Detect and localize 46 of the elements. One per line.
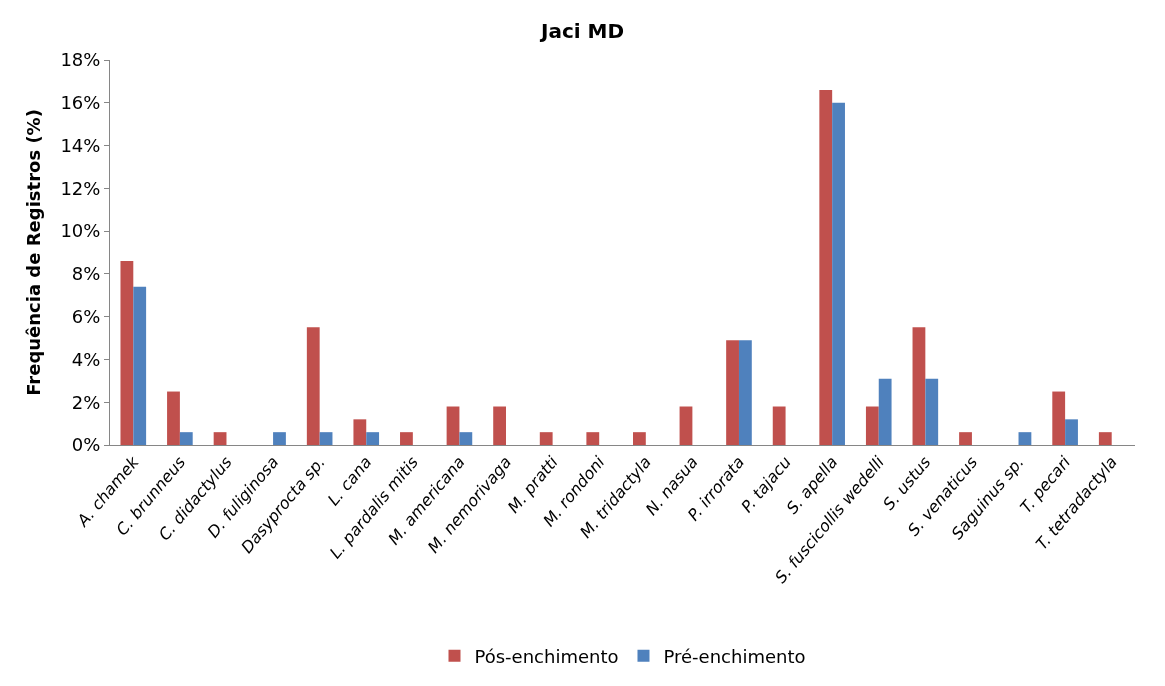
- y-axis-title: Frequência de Registros (%): [22, 109, 44, 396]
- bar: [912, 327, 926, 445]
- y-tick-label: 0%: [71, 434, 101, 456]
- bar: [679, 406, 693, 445]
- bar: [306, 327, 320, 445]
- bar: [133, 286, 147, 445]
- bar: [273, 432, 286, 445]
- bar: [459, 432, 473, 445]
- bar: [819, 89, 833, 445]
- bar: [1052, 391, 1066, 445]
- bar: [446, 406, 460, 445]
- bar: [179, 432, 193, 445]
- bar: [319, 432, 333, 445]
- y-tick-label: 2%: [71, 391, 101, 413]
- y-tick-label: 14%: [60, 134, 101, 156]
- bar: [400, 432, 413, 445]
- bar: [959, 432, 972, 445]
- y-tick-label: 12%: [60, 177, 101, 199]
- bar: [353, 419, 367, 445]
- y-tick-label: 8%: [71, 263, 101, 285]
- bar: [772, 406, 786, 445]
- bar: [865, 406, 879, 445]
- bar: [120, 261, 134, 445]
- bar: [878, 378, 892, 445]
- legend-label: Pós-enchimento: [474, 645, 619, 667]
- bar: [726, 340, 739, 445]
- bar: [925, 378, 939, 445]
- bar: [1098, 432, 1112, 445]
- bar: [738, 340, 752, 445]
- bar: [213, 432, 227, 445]
- bar: [366, 432, 380, 445]
- chart-title: Jaci MD: [538, 19, 625, 44]
- bar: [539, 432, 553, 445]
- y-tick-label: 10%: [60, 220, 101, 242]
- bar: [632, 432, 646, 445]
- bar: [832, 102, 845, 445]
- bar: [1018, 432, 1032, 445]
- bar: [167, 391, 180, 445]
- y-tick-label: 18%: [60, 49, 101, 71]
- bar: [1065, 419, 1078, 445]
- bar: [586, 432, 600, 445]
- y-tick-label: 16%: [60, 92, 101, 114]
- legend-label: Pré-enchimento: [663, 645, 806, 667]
- bar: [493, 406, 507, 445]
- y-tick-label: 6%: [71, 305, 101, 327]
- y-tick-label: 4%: [71, 348, 101, 370]
